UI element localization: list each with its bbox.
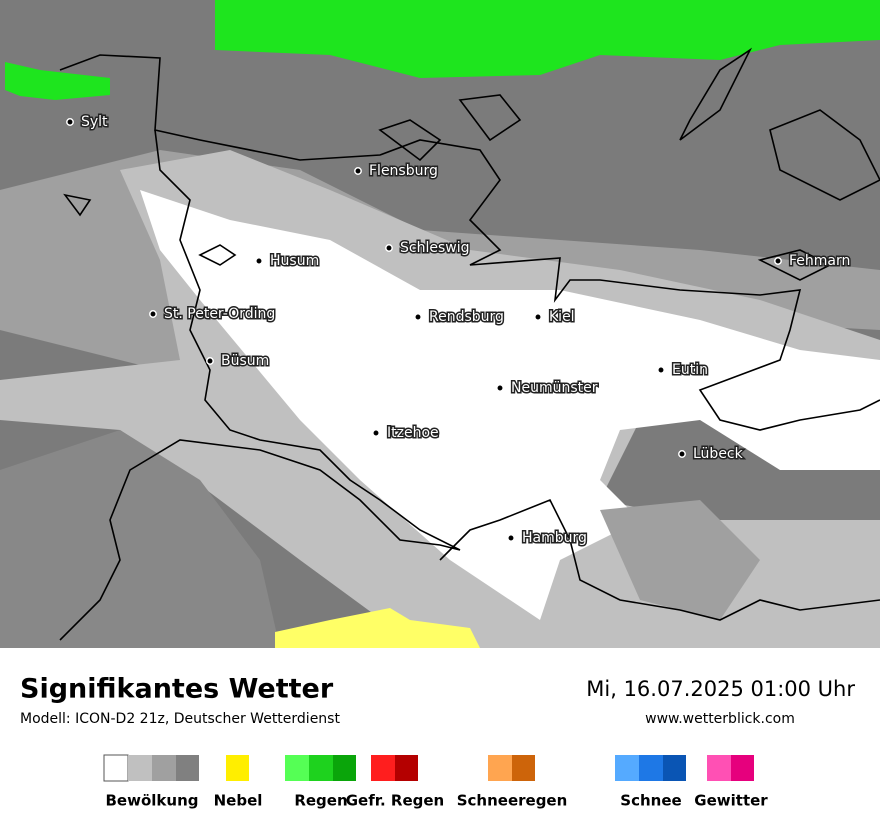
city-label: Rendsburg (429, 309, 504, 325)
legend-swatch (371, 755, 395, 781)
city-dot (678, 450, 686, 458)
legend-label: Gewitter (694, 792, 768, 810)
legend-swatch (226, 755, 249, 781)
city-dot (534, 313, 542, 321)
city-label: Neumünster (511, 380, 598, 396)
legend-swatch (639, 755, 663, 781)
city-dot (385, 244, 393, 252)
legend-swatch (395, 755, 418, 781)
legend-label: Bewölkung (106, 792, 199, 810)
city-dot (206, 357, 214, 365)
city-dot (496, 384, 504, 392)
city-label: Kiel (549, 309, 575, 325)
legend-swatch (333, 755, 356, 781)
city-label: Schleswig (400, 240, 469, 256)
legend-swatch (615, 755, 639, 781)
website: www.wetterblick.com (645, 711, 795, 727)
datetime: Mi, 16.07.2025 01:00 Uhr (586, 677, 855, 701)
title: Signifikantes Wetter (20, 674, 334, 705)
legend-swatch (128, 755, 152, 781)
legend-label: Regen (294, 792, 347, 810)
city-dot (66, 118, 74, 126)
map (0, 0, 880, 648)
legend-label: Gefr. Regen (346, 792, 445, 810)
city-dot (774, 257, 782, 265)
legend-swatch (176, 755, 199, 781)
legend-swatch (512, 755, 535, 781)
city-dot (149, 310, 157, 318)
city-label: Husum (270, 253, 319, 269)
city-label: Hamburg (522, 530, 587, 546)
legend-swatch (152, 755, 176, 781)
city-markers: Sylt Flensburg Schleswig Husum Fehmarn St. Pe… (66, 113, 852, 548)
city-dot (255, 257, 263, 265)
legend-swatch (731, 755, 754, 781)
legend-swatch (663, 755, 686, 781)
subtitle: Modell: ICON-D2 21z, Deutscher Wetterdie… (20, 711, 340, 727)
city-label: Fehmarn (789, 253, 850, 269)
city-dot (414, 313, 422, 321)
city-dot (657, 366, 665, 374)
legend-swatch (309, 755, 333, 781)
legend-swatch (707, 755, 731, 781)
city-label: Itzehoe (387, 425, 439, 441)
city-dot (354, 167, 362, 175)
legend-label: Schneeregen (457, 792, 568, 810)
city-label: Sylt (81, 114, 108, 130)
city-label: Lübeck (693, 446, 744, 462)
city-label: Büsum (221, 353, 269, 369)
legend-swatch (285, 755, 309, 781)
legend-swatch (103, 754, 129, 782)
city-dot (372, 429, 380, 437)
city-label: Flensburg (369, 163, 438, 179)
footer: Signifikantes Wetter Modell: ICON-D2 21z… (20, 674, 855, 728)
city-dot (507, 534, 515, 542)
city-label: St. Peter-Ording (164, 306, 275, 322)
legend-label: Schnee (620, 792, 681, 810)
legend-label: Nebel (214, 792, 263, 810)
legend-swatch (488, 755, 512, 781)
city-label: Eutin (672, 362, 708, 378)
